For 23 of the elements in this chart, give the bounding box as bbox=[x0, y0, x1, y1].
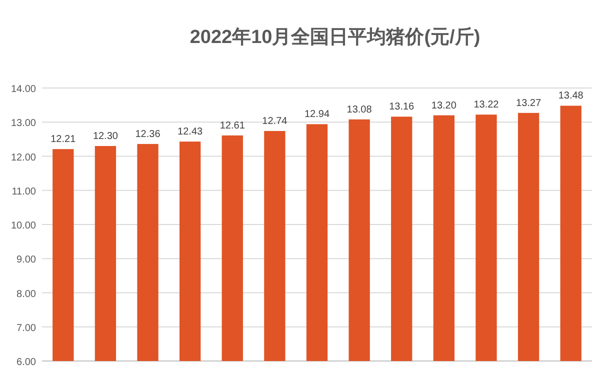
ytick: 8.00 bbox=[16, 288, 36, 300]
data-label: 13.08 bbox=[346, 104, 372, 116]
ytick: 13.00 bbox=[10, 118, 36, 130]
ytick: 11.00 bbox=[12, 186, 36, 198]
data-label: 12.61 bbox=[220, 120, 245, 132]
data-label: 13.22 bbox=[474, 100, 499, 111]
data-label: 12.36 bbox=[135, 128, 160, 140]
ytick: 12.00 bbox=[10, 152, 36, 164]
data-label: 13.27 bbox=[516, 98, 542, 109]
data-label: 13.20 bbox=[431, 100, 456, 112]
data-label: 12.74 bbox=[262, 116, 288, 127]
data-label: 13.16 bbox=[389, 102, 414, 113]
ytick: 14.00 bbox=[10, 84, 36, 95]
ytick: 7.00 bbox=[16, 322, 36, 334]
data-label: 12.30 bbox=[92, 131, 118, 142]
ytick: 10.00 bbox=[10, 220, 36, 232]
data-label: 12.43 bbox=[178, 126, 203, 138]
data-label: 12.94 bbox=[304, 109, 330, 120]
data-label: 12.21 bbox=[50, 134, 76, 146]
data-label: 13.48 bbox=[558, 90, 584, 102]
title: 2022年10月全国日平均猪价(元/斤) bbox=[190, 27, 480, 48]
ytick: 9.00 bbox=[16, 254, 36, 266]
ytick: 6.00 bbox=[16, 357, 36, 368]
